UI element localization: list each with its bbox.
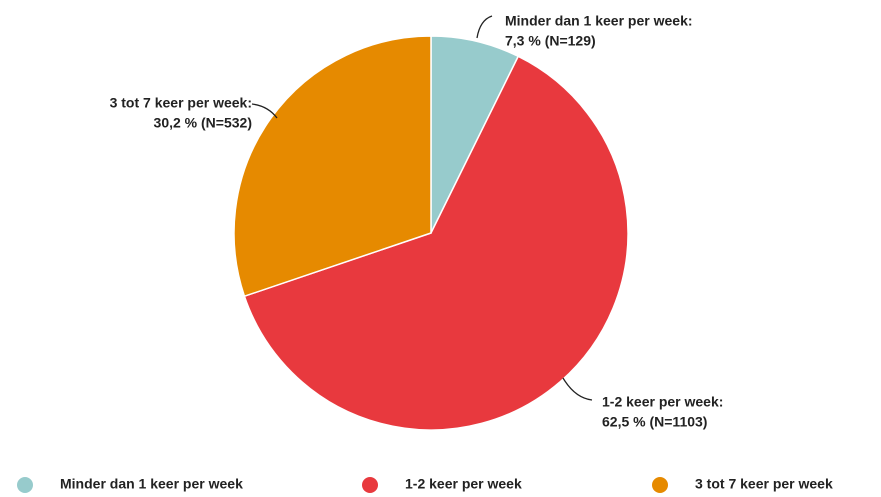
data-label-title: Minder dan 1 keer per week: — [505, 13, 693, 29]
leader-line — [251, 103, 278, 119]
legend-marker — [362, 477, 378, 493]
legend-marker — [652, 477, 668, 493]
pie-slice — [243, 55, 629, 431]
legend-label: Minder dan 1 keer per week — [60, 476, 243, 492]
leader-line — [476, 15, 493, 39]
legend-label: 3 tot 7 keer per week — [695, 476, 833, 492]
data-label-value: 30,2 % (N=532) — [154, 115, 252, 131]
legend-label: 1-2 keer per week — [405, 476, 522, 492]
data-label-title: 3 tot 7 keer per week: — [110, 95, 252, 111]
pie-slice — [233, 35, 432, 298]
leader-line — [562, 377, 593, 401]
legend-marker — [17, 477, 33, 493]
data-label-value: 7,3 % (N=129) — [505, 33, 596, 49]
data-label-value: 62,5 % (N=1103) — [602, 414, 707, 430]
data-label-title: 1-2 keer per week: — [602, 394, 723, 410]
